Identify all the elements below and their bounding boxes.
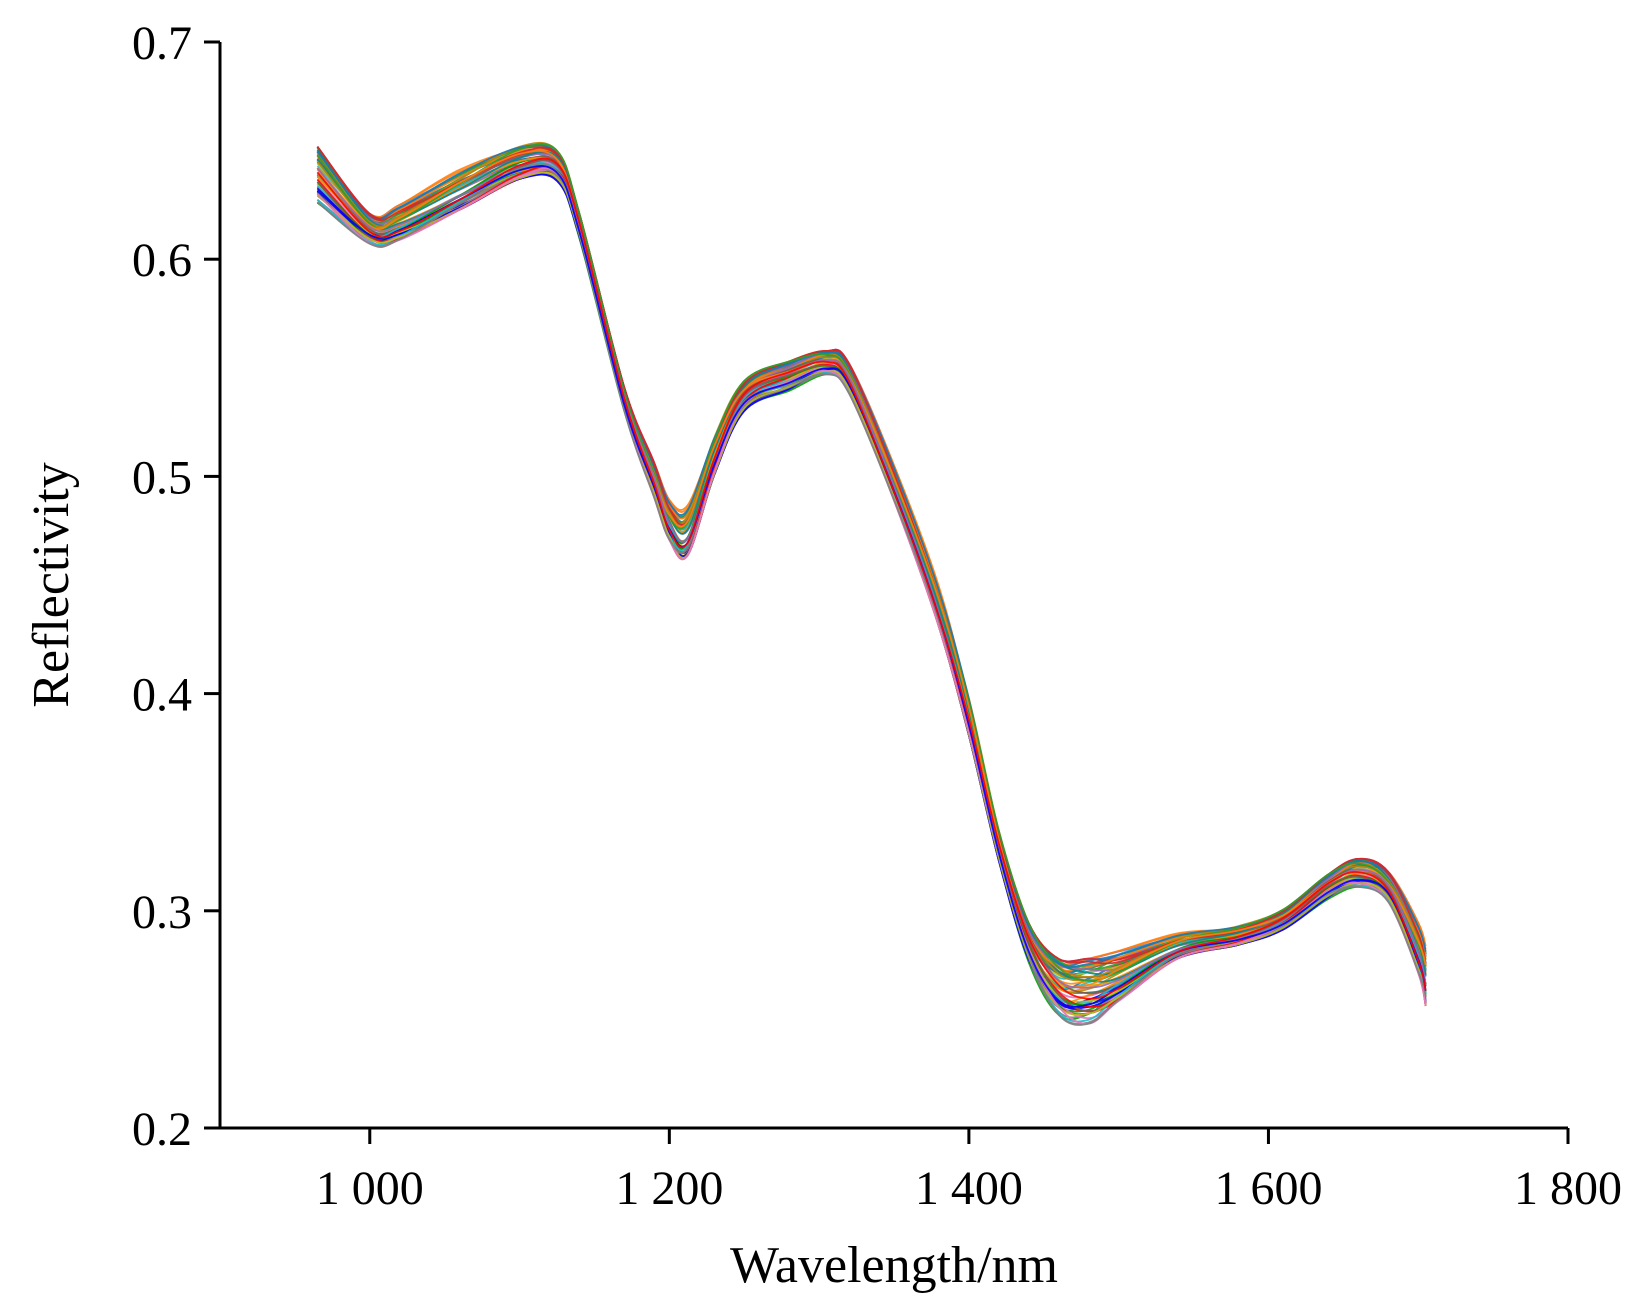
spectrum-line bbox=[316, 159, 1427, 1012]
spectrum-line bbox=[316, 149, 1427, 967]
x-tick-label: 1 400 bbox=[915, 1162, 1023, 1215]
x-tick-label: 1 800 bbox=[1514, 1162, 1622, 1215]
spectrum-line bbox=[316, 145, 1427, 973]
spectrum-line bbox=[316, 148, 1427, 982]
spectrum-line bbox=[316, 146, 1427, 966]
spectrum-line bbox=[316, 173, 1427, 1009]
spectrum-line bbox=[316, 161, 1427, 1006]
spectrum-line bbox=[316, 146, 1427, 966]
spectrum-line bbox=[316, 173, 1427, 1007]
spectrum-line bbox=[316, 157, 1427, 1000]
spectrum-line bbox=[316, 155, 1427, 995]
spectrum-line bbox=[316, 148, 1427, 972]
spectrum-line bbox=[316, 172, 1427, 1010]
y-tick-label: 0.6 bbox=[132, 234, 192, 287]
spectrum-line bbox=[316, 170, 1427, 1021]
spectrum-line bbox=[316, 148, 1427, 969]
spectrum-line bbox=[316, 156, 1427, 976]
y-tick-label: 0.3 bbox=[132, 886, 192, 939]
spectrum-line bbox=[316, 161, 1427, 999]
x-axis-title: Wavelength/nm bbox=[730, 1237, 1058, 1294]
y-tick-label: 0.4 bbox=[132, 669, 192, 722]
spectrum-line bbox=[316, 165, 1427, 1008]
spectrum-line bbox=[316, 158, 1427, 987]
spectrum-line bbox=[316, 171, 1427, 1004]
spectrum-line bbox=[316, 148, 1427, 966]
spectrum-line bbox=[316, 173, 1427, 1004]
spectrum-line bbox=[316, 155, 1427, 976]
spectrum-line bbox=[316, 168, 1427, 1025]
spectrum-line bbox=[316, 156, 1427, 994]
spectrum-line bbox=[316, 166, 1427, 993]
spectrum-line bbox=[316, 171, 1427, 1016]
spectrum-line bbox=[316, 172, 1427, 1016]
spectrum-line bbox=[316, 156, 1427, 985]
spectrum-line bbox=[316, 146, 1427, 967]
y-tick-label: 0.5 bbox=[132, 451, 192, 504]
spectrum-line bbox=[316, 143, 1427, 982]
y-tick-label: 0.2 bbox=[132, 1103, 192, 1156]
spectrum-line bbox=[316, 167, 1427, 1009]
spectrum-line bbox=[316, 167, 1427, 1012]
spectrum-line bbox=[316, 158, 1427, 990]
spectrum-line bbox=[316, 159, 1427, 989]
spectrum-line bbox=[316, 163, 1427, 1023]
spectrum-line bbox=[316, 146, 1427, 979]
ticks: 1 000 1 200 1 400 1 600 1 800 0.2 0.3 0.4 0.5 0.6… bbox=[132, 17, 1622, 1215]
spectrum-line bbox=[316, 169, 1427, 1020]
spectrum-line bbox=[316, 162, 1427, 1026]
spectrum-line bbox=[316, 165, 1427, 995]
spectrum-line bbox=[316, 141, 1427, 978]
x-tick-label: 1 600 bbox=[1214, 1162, 1322, 1215]
spectrum-line bbox=[316, 165, 1427, 1008]
y-axis-title: Reflectivity bbox=[23, 462, 80, 707]
spectrum-line bbox=[316, 144, 1427, 968]
series-layer bbox=[316, 141, 1427, 1026]
spectrum-line bbox=[316, 152, 1427, 980]
spectrum-line bbox=[316, 144, 1427, 968]
axes bbox=[218, 42, 1568, 1130]
spectrum-line bbox=[316, 150, 1427, 979]
spectrum-line bbox=[316, 151, 1427, 977]
spectrum-line bbox=[316, 156, 1427, 1006]
x-tick-label: 1 000 bbox=[316, 1162, 424, 1215]
spectrum-line bbox=[316, 142, 1427, 971]
spectrum-line bbox=[316, 146, 1427, 963]
spectrum-line bbox=[316, 167, 1427, 1025]
spectrum-line bbox=[316, 170, 1427, 1019]
spectrum-line bbox=[316, 171, 1427, 1013]
spectrum-line bbox=[316, 146, 1427, 965]
spectrum-line bbox=[316, 149, 1427, 976]
y-tick-label: 0.7 bbox=[132, 17, 192, 70]
x-tick-label: 1 200 bbox=[615, 1162, 723, 1215]
spectrum-line bbox=[316, 150, 1427, 989]
spectrum-line bbox=[316, 161, 1427, 979]
spectrum-line bbox=[316, 162, 1427, 991]
spectrum-line bbox=[316, 165, 1427, 1013]
spectrum-line bbox=[316, 168, 1427, 993]
